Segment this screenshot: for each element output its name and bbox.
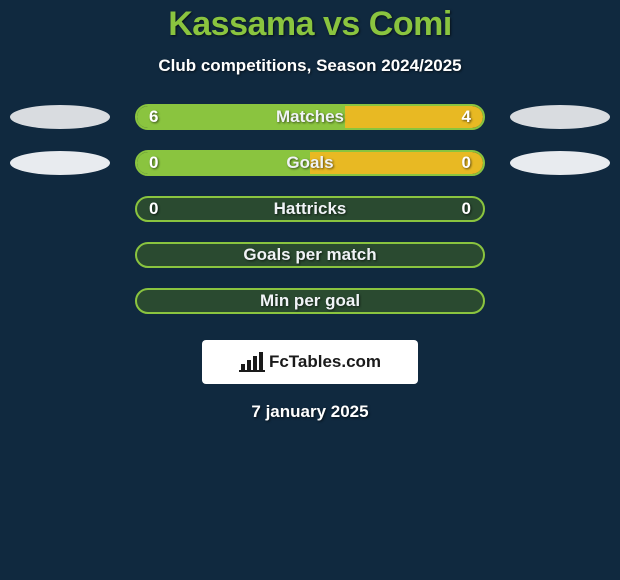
stat-label: Hattricks <box>137 198 483 220</box>
stat-bar: Goals per match <box>135 242 485 268</box>
stat-bar: 00Hattricks <box>135 196 485 222</box>
stat-label: Min per goal <box>137 290 483 312</box>
stat-label: Goals <box>137 152 483 174</box>
player-badge-left <box>10 151 110 175</box>
page-title: Kassama vs Comi <box>0 5 620 44</box>
stat-row: Min per goal <box>0 288 620 314</box>
stat-bar: 00Goals <box>135 150 485 176</box>
comparison-card: Kassama vs Comi Club competitions, Seaso… <box>0 0 620 580</box>
stat-row: 00Goals <box>0 150 620 176</box>
stat-label: Matches <box>137 106 483 128</box>
player-badge-right <box>510 151 610 175</box>
bar-chart-icon <box>239 352 265 372</box>
stat-row: 64Matches <box>0 104 620 130</box>
branding-box[interactable]: FcTables.com <box>202 340 418 384</box>
player-badge-left <box>10 105 110 129</box>
stat-label: Goals per match <box>137 244 483 266</box>
stats-rows: 64Matches 00Goals 00Hattricks Goals per mat… <box>0 104 620 314</box>
page-subtitle: Club competitions, Season 2024/2025 <box>0 56 620 76</box>
player-badge-right <box>510 105 610 129</box>
footer-date: 7 january 2025 <box>0 402 620 422</box>
stat-row: 00Hattricks <box>0 196 620 222</box>
branding-text: FcTables.com <box>269 352 381 372</box>
stat-bar: 64Matches <box>135 104 485 130</box>
stat-row: Goals per match <box>0 242 620 268</box>
stat-bar: Min per goal <box>135 288 485 314</box>
